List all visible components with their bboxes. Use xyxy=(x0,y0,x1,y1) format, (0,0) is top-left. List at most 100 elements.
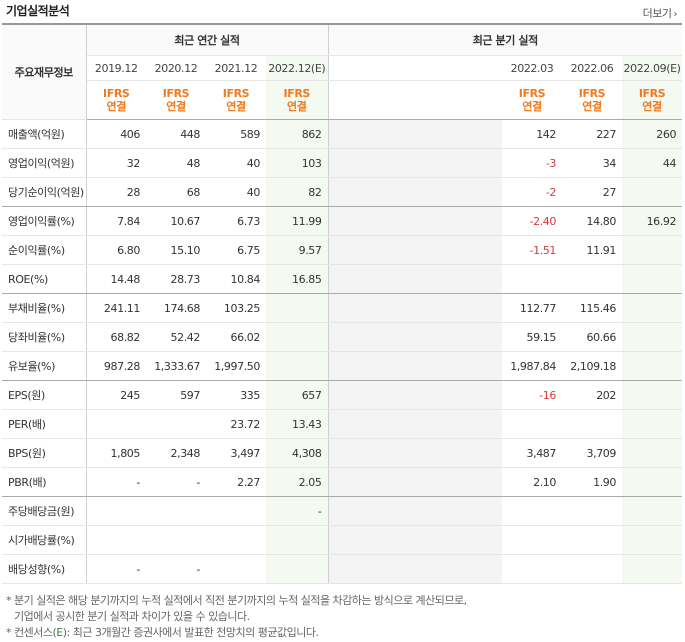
empty-cell xyxy=(328,293,388,323)
empty-cell xyxy=(328,235,388,265)
annual-value: 2.05 xyxy=(266,467,329,497)
basis-label: 연결 xyxy=(287,100,307,113)
empty-cell xyxy=(388,409,442,439)
ifrs-label: IFRS xyxy=(222,87,250,100)
empty-basis-header xyxy=(442,80,502,120)
quarter-value xyxy=(622,293,683,323)
empty-cell xyxy=(388,380,442,410)
quarter-period-header: 2022.06 xyxy=(562,55,622,81)
annual-value: 68 xyxy=(146,177,206,207)
annual-group-header: 최근 연간 실적 xyxy=(86,24,329,56)
quarter-value: 2.10 xyxy=(502,467,562,497)
annual-value: 4,308 xyxy=(266,438,329,468)
empty-cell xyxy=(388,554,442,584)
quarter-value: 60.66 xyxy=(562,322,622,352)
quarter-value xyxy=(622,264,683,294)
empty-cell xyxy=(328,119,388,149)
note-line-3-prefix: * 컨센서스( xyxy=(6,626,57,639)
empty-cell xyxy=(442,119,502,149)
quarter-value: -2 xyxy=(502,177,562,207)
empty-cell xyxy=(442,206,502,236)
annual-value: 52.42 xyxy=(146,322,206,352)
ifrs-label: IFRS xyxy=(578,87,606,100)
table-row: PER(배) 23.72 13.43 xyxy=(2,409,683,439)
annual-value: 82 xyxy=(266,177,329,207)
annual-value: 657 xyxy=(266,380,329,410)
ifrs-basis-header: IFRS 연결 xyxy=(622,80,683,120)
empty-basis-header xyxy=(388,80,442,120)
empty-period-header xyxy=(442,55,502,81)
annual-value xyxy=(86,496,146,526)
annual-value xyxy=(266,322,329,352)
quarter-value: 34 xyxy=(562,148,622,178)
note-line-3: * 컨센서스(E): 최근 3개월간 증권사에서 발표한 전망치의 평균값입니다… xyxy=(6,624,319,640)
annual-value xyxy=(266,525,329,555)
empty-cell xyxy=(328,409,388,439)
empty-cell xyxy=(442,409,502,439)
table-row: 순이익률(%) 6.80 15.10 6.75 9.57 -1.51 11.91 xyxy=(2,235,683,265)
basis-label: 연결 xyxy=(166,100,186,113)
quarter-value: -1.51 xyxy=(502,235,562,265)
quarter-value: 227 xyxy=(562,119,622,149)
annual-period-header: 2022.12(E) xyxy=(266,55,329,81)
annual-value: 406 xyxy=(86,119,146,149)
ifrs-basis-header: IFRS 연결 xyxy=(206,80,266,120)
annual-value: 23.72 xyxy=(206,409,266,439)
annual-value: - xyxy=(86,467,146,497)
empty-cell xyxy=(442,438,502,468)
row-label: PBR(배) xyxy=(2,467,87,497)
quarter-value xyxy=(562,554,622,584)
quarter-value xyxy=(622,525,683,555)
annual-value: 15.10 xyxy=(146,235,206,265)
empty-cell xyxy=(442,380,502,410)
row-label: 영업이익률(%) xyxy=(2,206,87,236)
annual-value: 10.84 xyxy=(206,264,266,294)
row-label: 유보율(%) xyxy=(2,351,87,381)
row-label: 주당배당금(원) xyxy=(2,496,87,526)
table-row: PBR(배) - -2.27 2.05 2.10 1.90 xyxy=(2,467,683,497)
annual-value: 103 xyxy=(266,148,329,178)
empty-cell xyxy=(388,235,442,265)
annual-value: 1,997.50 xyxy=(206,351,266,381)
quarter-value xyxy=(562,409,622,439)
row-label: 배당성향(%) xyxy=(2,554,87,584)
ifrs-basis-header: IFRS 연결 xyxy=(502,80,562,120)
annual-value: 40 xyxy=(206,177,266,207)
annual-value xyxy=(86,525,146,555)
quarter-value xyxy=(622,409,683,439)
empty-cell xyxy=(328,322,388,352)
quarter-value xyxy=(562,525,622,555)
ifrs-label: IFRS xyxy=(283,87,311,100)
more-link[interactable]: 더보기 › xyxy=(643,5,678,21)
annual-value: 2,348 xyxy=(146,438,206,468)
quarter-value xyxy=(622,322,683,352)
financial-table: 주요재무정보 최근 연간 실적 최근 분기 실적 2019.12 2020.12 2… xyxy=(2,23,683,584)
quarter-value: 3,487 xyxy=(502,438,562,468)
note-line-2: 기업에서 공시한 분기 실적과 차이가 있을 수 있습니다. xyxy=(14,610,250,623)
empty-cell xyxy=(388,351,442,381)
estimate-mark: E xyxy=(56,626,63,639)
basis-label: 연결 xyxy=(522,100,542,113)
table-row: 당좌비율(%) 68.82 52.42 66.02 59.15 60.66 xyxy=(2,322,683,352)
quarter-value: -2.40 xyxy=(502,206,562,236)
annual-value: 245 xyxy=(86,380,146,410)
empty-cell xyxy=(388,293,442,323)
quarter-value: 112.77 xyxy=(502,293,562,323)
quarter-value xyxy=(502,264,562,294)
annual-value: 335 xyxy=(206,380,266,410)
quarter-value: 202 xyxy=(562,380,622,410)
chevron-right-icon: › xyxy=(673,9,678,20)
annual-value xyxy=(206,525,266,555)
annual-value: 174.68 xyxy=(146,293,206,323)
quarter-value: 27 xyxy=(562,177,622,207)
annual-value: 589 xyxy=(206,119,266,149)
note-line-3-suffix: ): 최근 3개월간 증권사에서 발표한 전망치의 평균값입니다. xyxy=(62,626,319,639)
quarter-value xyxy=(562,496,622,526)
quarter-group-header: 최근 분기 실적 xyxy=(328,24,683,56)
table-row: 시가배당률(%) xyxy=(2,525,683,555)
annual-value xyxy=(146,496,206,526)
annual-value: 48 xyxy=(146,148,206,178)
row-label: 순이익률(%) xyxy=(2,235,87,265)
quarter-value xyxy=(622,554,683,584)
empty-cell xyxy=(328,380,388,410)
